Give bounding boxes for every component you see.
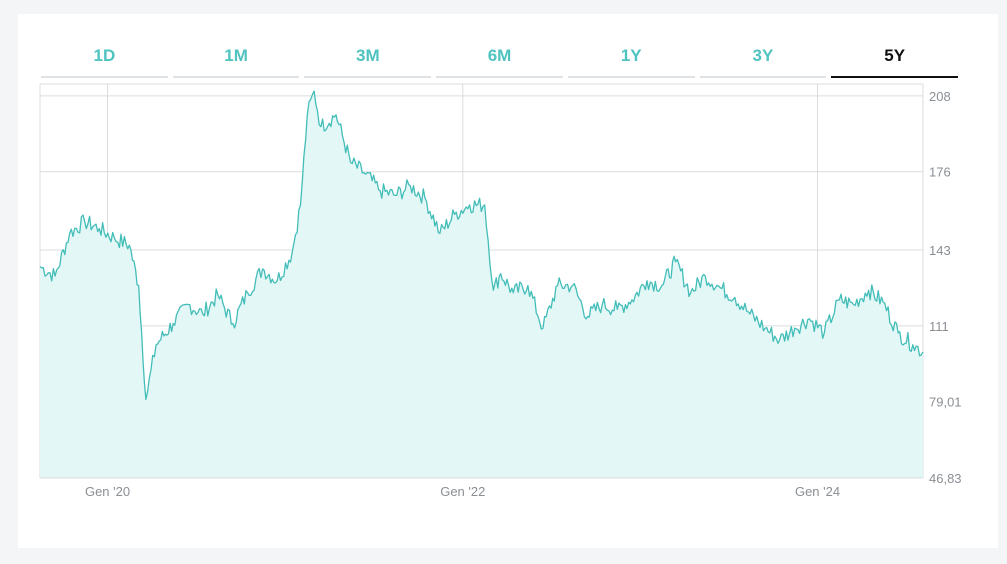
tab-1d[interactable]: 1D — [41, 40, 168, 78]
tab-6m[interactable]: 6M — [436, 40, 563, 78]
y-tick-label: 46,83 — [929, 471, 962, 486]
y-tick-label: 143 — [929, 243, 951, 258]
y-tick-label: 79,01 — [929, 395, 962, 410]
tab-5y[interactable]: 5Y — [831, 40, 959, 78]
y-tick-label: 208 — [929, 89, 951, 104]
x-tick-label: Gen '24 — [795, 484, 840, 499]
tab-3y[interactable]: 3Y — [699, 40, 827, 78]
x-tick-label: Gen '22 — [440, 484, 485, 499]
y-tick-label: 176 — [929, 165, 951, 180]
y-tick-label: 111 — [929, 319, 949, 334]
tab-3m[interactable]: 3M — [304, 40, 432, 78]
series-line — [39, 90, 924, 401]
tab-1m[interactable]: 1M — [172, 40, 300, 78]
tab-1y[interactable]: 1Y — [567, 40, 695, 78]
series-area — [40, 91, 923, 478]
x-tick-label: Gen '20 — [85, 484, 130, 499]
range-tabs: 1D 1M 3M 6M 1Y 3Y 5Y — [41, 40, 959, 78]
